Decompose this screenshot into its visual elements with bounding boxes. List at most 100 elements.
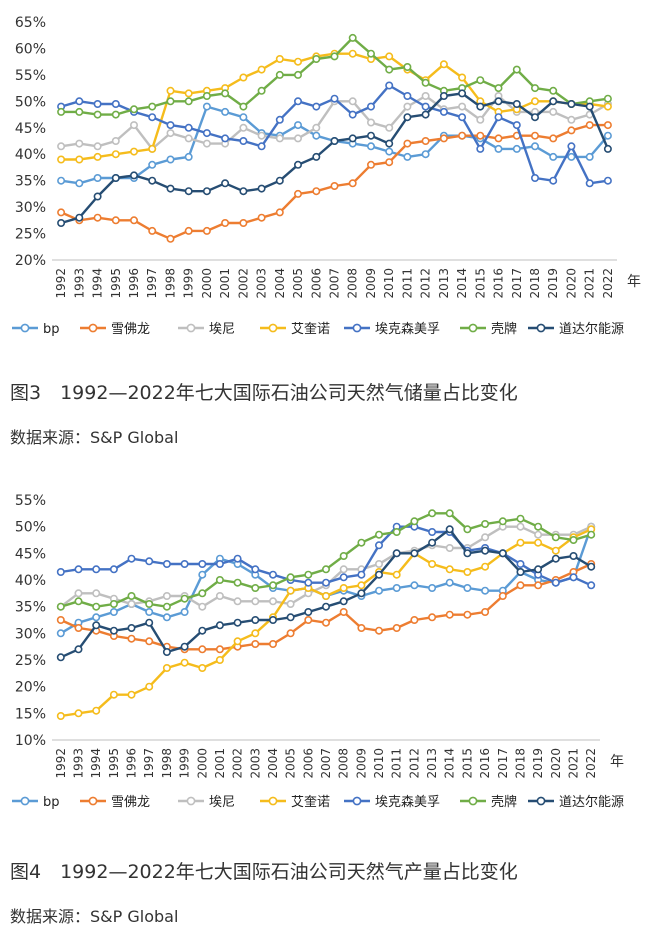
data-point-exxonmobil bbox=[275, 115, 284, 124]
data-point-shell bbox=[551, 533, 560, 542]
data-point-chevron bbox=[221, 219, 230, 228]
data-point-total bbox=[458, 89, 467, 98]
x-tick-label: 2003 bbox=[255, 268, 269, 299]
data-point-equinor bbox=[57, 155, 66, 164]
data-point-bp bbox=[57, 176, 66, 185]
data-point-eni bbox=[198, 602, 207, 611]
data-point-total bbox=[366, 131, 375, 140]
data-point-chevron bbox=[428, 613, 437, 622]
y-tick-label: 50% bbox=[15, 94, 46, 110]
x-tick-label: 2007 bbox=[319, 748, 333, 779]
data-point-total bbox=[304, 608, 313, 617]
data-point-eni bbox=[421, 92, 430, 101]
data-point-total bbox=[339, 597, 348, 606]
x-tick-label: 2015 bbox=[473, 268, 487, 299]
data-point-total bbox=[293, 160, 302, 169]
data-point-chevron bbox=[268, 640, 277, 649]
data-point-exxonmobil bbox=[184, 123, 193, 132]
x-tick-label: 2020 bbox=[564, 268, 578, 299]
x-tick-label: 2007 bbox=[328, 268, 342, 299]
data-point-equinor bbox=[74, 709, 83, 718]
legend-label-bp: bp bbox=[43, 322, 60, 337]
data-point-chevron bbox=[286, 629, 295, 638]
data-point-chevron bbox=[215, 645, 224, 654]
legend-item-bp: bp bbox=[12, 322, 60, 337]
data-point-shell bbox=[180, 594, 189, 603]
series-line-exxonmobil bbox=[60, 525, 592, 587]
data-point-eni bbox=[293, 134, 302, 143]
x-tick-label: 2015 bbox=[460, 748, 474, 779]
y-tick-label: 30% bbox=[15, 626, 46, 642]
data-point-total bbox=[109, 626, 118, 635]
data-point-exxonmobil bbox=[111, 100, 120, 109]
data-point-exxonmobil bbox=[439, 107, 448, 116]
data-point-chevron bbox=[421, 137, 430, 146]
y-tick-label: 30% bbox=[15, 200, 46, 216]
data-point-bp bbox=[421, 150, 430, 159]
x-tick-label: 2014 bbox=[455, 268, 469, 299]
data-point-chevron bbox=[439, 134, 448, 143]
legend-marker-chevron bbox=[88, 323, 98, 333]
data-point-equinor bbox=[56, 712, 65, 721]
legend-label-chevron: 雪佛龙 bbox=[111, 795, 150, 810]
data-point-bp bbox=[93, 174, 102, 183]
data-point-equinor bbox=[93, 152, 102, 161]
x-tick-label: 2008 bbox=[337, 748, 351, 779]
data-point-equinor bbox=[215, 656, 224, 665]
data-point-exxonmobil bbox=[421, 102, 430, 111]
data-point-shell bbox=[166, 97, 175, 106]
data-point-shell bbox=[428, 509, 437, 518]
data-point-chevron bbox=[312, 187, 321, 196]
legend-marker-equinor bbox=[268, 323, 278, 333]
data-point-shell bbox=[321, 565, 330, 574]
chart2-source: 数据来源：S&P Global bbox=[10, 907, 179, 926]
data-point-eni bbox=[348, 97, 357, 106]
data-point-shell bbox=[74, 597, 83, 606]
x-tick-label: 2022 bbox=[601, 268, 615, 299]
data-point-shell bbox=[304, 570, 313, 579]
x-tick-label: 2012 bbox=[419, 268, 433, 299]
data-point-bp bbox=[585, 152, 594, 161]
data-point-bp bbox=[148, 160, 157, 169]
data-point-total bbox=[286, 613, 295, 622]
data-point-chevron bbox=[494, 134, 503, 143]
x-tick-label: 2002 bbox=[231, 748, 245, 779]
data-point-chevron bbox=[374, 626, 383, 635]
data-point-bp bbox=[567, 152, 576, 161]
series-exxonmobil bbox=[57, 81, 612, 188]
data-point-equinor bbox=[257, 65, 266, 74]
series-equinor bbox=[57, 49, 612, 164]
data-point-shell bbox=[93, 110, 102, 119]
legend-label-equinor: 艾奎诺 bbox=[291, 322, 330, 337]
data-point-exxonmobil bbox=[374, 541, 383, 550]
x-tick-label: 2001 bbox=[218, 268, 232, 299]
data-point-chevron bbox=[366, 160, 375, 169]
x-tick-label: 2016 bbox=[492, 268, 506, 299]
data-point-bp bbox=[603, 131, 612, 140]
data-point-bp bbox=[403, 152, 412, 161]
y-tick-label: 50% bbox=[15, 520, 46, 536]
data-point-exxonmobil bbox=[251, 565, 260, 574]
data-point-chevron bbox=[339, 608, 348, 617]
data-point-shell bbox=[330, 52, 339, 61]
data-point-shell bbox=[145, 600, 154, 609]
chart2-title: 图4 1992—2022年七大国际石油公司天然气产量占比变化 bbox=[10, 861, 518, 883]
data-point-equinor bbox=[239, 73, 248, 82]
data-point-equinor bbox=[428, 560, 437, 569]
data-point-equinor bbox=[251, 629, 260, 638]
data-point-exxonmobil bbox=[221, 134, 230, 143]
x-tick-label: 2011 bbox=[390, 748, 404, 779]
data-point-shell bbox=[251, 584, 260, 593]
data-point-total bbox=[130, 171, 139, 180]
data-point-chevron bbox=[56, 616, 65, 625]
data-point-eni bbox=[239, 123, 248, 132]
data-point-chevron bbox=[476, 131, 485, 140]
x-tick-label: 1992 bbox=[54, 268, 68, 299]
data-point-chevron bbox=[293, 189, 302, 198]
data-point-chevron bbox=[481, 608, 490, 617]
data-point-total bbox=[251, 616, 260, 625]
data-point-total bbox=[312, 152, 321, 161]
data-point-shell bbox=[221, 89, 230, 98]
series-shell bbox=[56, 509, 596, 611]
data-point-total bbox=[56, 653, 65, 662]
